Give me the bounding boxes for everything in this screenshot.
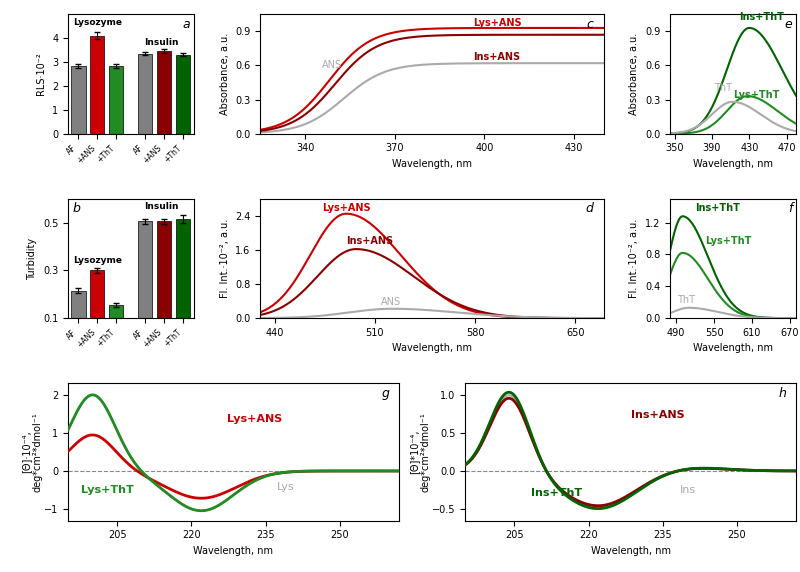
Bar bbox=[71, 66, 86, 134]
X-axis label: Wavelength, nm: Wavelength, nm bbox=[392, 159, 472, 169]
Text: c: c bbox=[586, 18, 594, 31]
Bar bbox=[71, 291, 86, 342]
Text: ThT: ThT bbox=[678, 295, 695, 305]
Text: Lys: Lys bbox=[277, 482, 294, 492]
Y-axis label: RLS·10⁻²: RLS·10⁻² bbox=[37, 53, 46, 96]
Text: Ins+ThT: Ins+ThT bbox=[695, 202, 740, 213]
Text: b: b bbox=[73, 202, 81, 216]
Text: Ins+ThT: Ins+ThT bbox=[531, 488, 582, 498]
X-axis label: Wavelength, nm: Wavelength, nm bbox=[392, 343, 472, 353]
Y-axis label: Turbidity: Turbidity bbox=[27, 237, 38, 280]
Y-axis label: Absorbance, a.u.: Absorbance, a.u. bbox=[220, 33, 230, 115]
Text: Lysozyme: Lysozyme bbox=[73, 256, 122, 265]
Bar bbox=[90, 271, 105, 342]
Text: Ins+ANS: Ins+ANS bbox=[474, 51, 520, 62]
Text: Ins+ThT: Ins+ThT bbox=[739, 12, 784, 22]
Text: ANS: ANS bbox=[322, 60, 342, 70]
Text: ThT: ThT bbox=[714, 83, 732, 93]
Bar bbox=[110, 66, 123, 134]
Text: Insulin: Insulin bbox=[144, 38, 178, 47]
Text: Insulin: Insulin bbox=[144, 202, 178, 212]
Text: Lys+ThT: Lys+ThT bbox=[733, 90, 779, 100]
Text: ANS: ANS bbox=[381, 297, 401, 307]
Bar bbox=[138, 221, 152, 342]
Text: Lys+ANS: Lys+ANS bbox=[227, 414, 282, 424]
Y-axis label: Fl. Int.·10⁻², a.u.: Fl. Int.·10⁻², a.u. bbox=[630, 219, 639, 298]
Text: Lysozyme: Lysozyme bbox=[73, 18, 122, 27]
Text: Lys+ThT: Lys+ThT bbox=[82, 485, 134, 495]
X-axis label: Wavelength, nm: Wavelength, nm bbox=[194, 546, 274, 556]
Y-axis label: [Θ]·10⁻⁴,
deg*cm²*dmol⁻¹: [Θ]·10⁻⁴, deg*cm²*dmol⁻¹ bbox=[21, 412, 42, 492]
Y-axis label: [Θ]*10⁻⁴,
deg*cm²*dmol⁻¹: [Θ]*10⁻⁴, deg*cm²*dmol⁻¹ bbox=[409, 412, 430, 492]
X-axis label: Wavelength, nm: Wavelength, nm bbox=[693, 159, 773, 169]
Bar bbox=[90, 36, 105, 134]
Bar bbox=[138, 54, 152, 134]
Text: Ins+ANS: Ins+ANS bbox=[346, 236, 394, 246]
Text: f: f bbox=[788, 202, 792, 216]
Text: Ins+ANS: Ins+ANS bbox=[630, 410, 684, 420]
X-axis label: Wavelength, nm: Wavelength, nm bbox=[590, 546, 670, 556]
Text: Lys+ThT: Lys+ThT bbox=[706, 236, 752, 246]
Bar bbox=[175, 55, 190, 134]
Y-axis label: Fl. Int.·10⁻², a.u.: Fl. Int.·10⁻², a.u. bbox=[219, 219, 230, 298]
Bar bbox=[157, 221, 171, 342]
Text: Lys+ANS: Lys+ANS bbox=[474, 18, 522, 28]
Text: e: e bbox=[785, 18, 792, 31]
Text: g: g bbox=[381, 387, 389, 400]
Text: a: a bbox=[182, 18, 190, 31]
Text: d: d bbox=[586, 202, 594, 216]
Bar bbox=[157, 51, 171, 134]
Bar bbox=[175, 219, 190, 342]
Text: Lys+ANS: Lys+ANS bbox=[322, 202, 370, 213]
X-axis label: Wavelength, nm: Wavelength, nm bbox=[693, 343, 773, 353]
Text: h: h bbox=[778, 387, 786, 400]
Y-axis label: Absorbance, a.u.: Absorbance, a.u. bbox=[630, 33, 639, 115]
Bar bbox=[110, 305, 123, 342]
Text: Ins: Ins bbox=[680, 485, 696, 495]
